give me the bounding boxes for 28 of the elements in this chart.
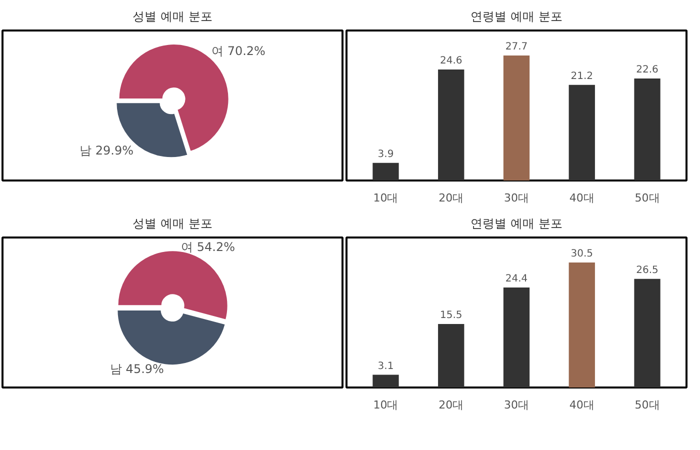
- x-tick-label: 10대: [373, 398, 398, 412]
- data-label: 21.2: [570, 70, 594, 82]
- x-tick-label: 30대: [504, 398, 529, 412]
- slice-label: 여 54.2%: [181, 240, 236, 254]
- slice-label: 남 45.9%: [110, 362, 164, 376]
- data-label: 3.9: [378, 148, 394, 160]
- x-tick-label: 50대: [634, 398, 660, 412]
- chart-title: 연령별 예매 분포: [470, 216, 562, 230]
- x-tick-label: 50대: [634, 192, 660, 204]
- slice-label: 여 70.2%: [212, 44, 266, 58]
- x-tick-label: 40대: [569, 192, 594, 204]
- data-label: 27.7: [505, 42, 528, 52]
- x-tick-label: 20대: [438, 192, 464, 204]
- x-tick-label: 10대: [373, 192, 398, 204]
- data-label: 22.6: [636, 64, 658, 76]
- slice-label: 남 29.9%: [80, 143, 134, 158]
- x-tick-label: 40대: [569, 398, 594, 412]
- data-label: 24.4: [505, 274, 528, 284]
- data-label: 15.5: [440, 310, 462, 321]
- data-label: 3.1: [378, 360, 394, 372]
- chart-title: 성별 예매 분포: [132, 216, 212, 230]
- chart-title: 연령별 예매 분포: [470, 10, 562, 24]
- data-label: 30.5: [570, 248, 594, 260]
- x-tick-label: 20대: [438, 398, 464, 412]
- chart-title: 성별 예매 분포: [132, 10, 212, 24]
- x-tick-label: 30대: [504, 192, 529, 204]
- data-label: 24.6: [440, 55, 462, 66]
- data-label: 26.5: [636, 264, 658, 276]
